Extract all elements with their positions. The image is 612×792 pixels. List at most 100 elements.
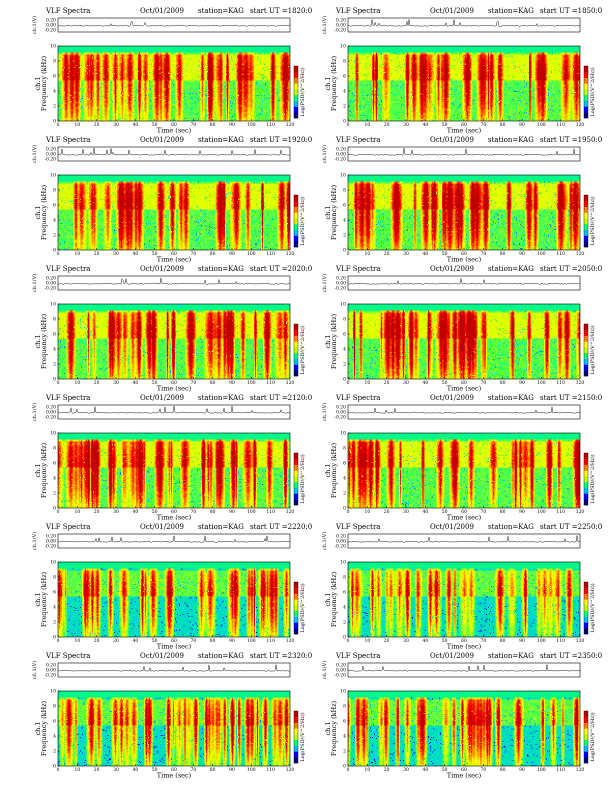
x-tick-label: 40 — [132, 380, 138, 386]
y-tick-label: 8 — [53, 188, 56, 194]
y-tick-label: 6 — [53, 719, 56, 725]
y-tick-label: 6 — [53, 461, 56, 467]
x-tick-label: 40 — [132, 638, 138, 644]
colorbar-swatch — [294, 235, 298, 242]
y-axis-label: Frequency (kHz) — [40, 313, 48, 369]
colorbar-swatch — [584, 94, 588, 101]
y-tick-label: 8 — [53, 446, 56, 452]
panel-title: VLF Spectra — [335, 394, 380, 402]
colorbar-swatch — [584, 206, 588, 213]
waveform-tick-label: 0.00 — [46, 539, 56, 545]
panel-axes: VLF Spectra Oct/01/2009 station=KAG start U… — [321, 136, 602, 264]
panel-station: station=KAG — [488, 265, 534, 273]
colorbar-swatch — [584, 66, 588, 73]
x-tick-label: 100 — [537, 122, 546, 128]
panel-axes: VLF Spectra Oct/01/2009 station=KAG start U… — [321, 394, 602, 522]
panel-station: station=KAG — [488, 652, 534, 660]
x-tick-label: 20 — [94, 122, 100, 128]
y-axis-label: Frequency (kHz) — [330, 442, 338, 498]
x-tick-label: 60 — [461, 251, 467, 257]
waveform-frame — [57, 533, 291, 549]
colorbar-label: Log(PSD/(V^2/Hz)) — [299, 325, 306, 375]
x-tick-label: 20 — [384, 380, 390, 386]
colorbar-swatch — [584, 734, 588, 741]
y-tick-label: 8 — [343, 446, 346, 452]
panel-title: VLF Spectra — [45, 523, 90, 531]
colorbar-swatch — [294, 470, 298, 477]
y-tick-label: 4 — [53, 605, 56, 611]
colorbar-swatch — [294, 106, 298, 113]
x-tick-label: 80 — [210, 509, 216, 515]
channel-label: ch.1 — [34, 721, 42, 735]
colorbar-swatch — [584, 458, 588, 465]
waveform-ylabel: ch.1(V) — [321, 403, 328, 421]
waveform-tick-label: 0.20 — [336, 147, 346, 153]
waveform-tick-label: 0.20 — [46, 18, 56, 24]
colorbar-swatch — [584, 89, 588, 96]
colorbar-frame — [293, 581, 299, 635]
colorbar-swatch — [584, 112, 588, 119]
panel-title: VLF Spectra — [45, 652, 90, 660]
x-tick-label: 110 — [266, 638, 275, 644]
y-tick-label: 0 — [343, 764, 346, 770]
y-tick-label: 6 — [343, 590, 346, 596]
colorbar-swatch — [584, 106, 588, 113]
y-tick-label: 6 — [53, 74, 56, 80]
colorbar-swatch — [584, 241, 588, 248]
colorbar-swatch — [584, 745, 588, 752]
colorbar-frame — [583, 65, 589, 119]
waveform-tick-label: 0.00 — [46, 23, 56, 29]
colorbar-swatch — [294, 66, 298, 73]
waveform-trace — [348, 147, 581, 156]
spectrogram-image — [348, 691, 580, 766]
panel-axes: VLF Spectra Oct/01/2009 station=KAG start U… — [321, 652, 602, 780]
y-tick-label: 10 — [50, 302, 56, 308]
panel-start-time: start UT =2120:0 — [250, 394, 312, 402]
x-tick-label: 70 — [480, 122, 486, 128]
spectra-panel: VLF Spectra Oct/01/2009 station=KAG start U… — [310, 6, 602, 135]
x-tick-label: 40 — [132, 251, 138, 257]
waveform-tick-label: -0.20 — [44, 415, 56, 421]
x-tick-label: 90 — [519, 509, 525, 515]
y-tick-label: 2 — [53, 491, 56, 497]
colorbar-swatch — [294, 616, 298, 623]
waveform-ylabel: ch.1(V) — [31, 274, 38, 292]
colorbar-swatch — [584, 71, 588, 78]
waveform-frame — [347, 533, 581, 549]
spectra-panel: VLF Spectra Oct/01/2009 station=KAG start U… — [20, 651, 312, 780]
x-tick-label: 30 — [113, 380, 119, 386]
panel-station: station=KAG — [488, 7, 534, 15]
colorbar-swatch — [584, 487, 588, 494]
panel-title: VLF Spectra — [45, 265, 90, 273]
x-tick-label: 70 — [190, 638, 196, 644]
waveform-tick-label: -0.20 — [334, 673, 346, 679]
spectra-panel: VLF Spectra Oct/01/2009 station=KAG start U… — [310, 135, 602, 264]
panel-station: station=KAG — [198, 394, 244, 402]
y-axis-label: Frequency (kHz) — [330, 55, 338, 111]
x-axis-label: Time (sec) — [157, 643, 192, 651]
y-tick-label: 6 — [343, 203, 346, 209]
y-tick-label: 0 — [53, 377, 56, 383]
panel-start-time: start UT =2150:0 — [540, 394, 602, 402]
x-tick-label: 20 — [94, 638, 100, 644]
x-tick-label: 50 — [442, 767, 448, 773]
x-tick-label: 80 — [210, 638, 216, 644]
panel-axes: VLF Spectra Oct/01/2009 station=KAG start U… — [321, 7, 602, 135]
x-tick-label: 50 — [442, 638, 448, 644]
panel-date: Oct/01/2009 — [140, 136, 184, 144]
x-tick-label: 120 — [576, 767, 585, 773]
colorbar-swatch — [294, 335, 298, 342]
colorbar-swatch — [294, 599, 298, 606]
colorbar-swatch — [584, 100, 588, 107]
waveform-trace — [347, 406, 581, 414]
x-tick-label: 110 — [556, 767, 565, 773]
x-tick-label: 10 — [364, 509, 370, 515]
colorbar-swatch — [294, 195, 298, 202]
colorbar-label: Log(PSD/(V^2/Hz)) — [589, 67, 596, 117]
x-tick-label: 70 — [190, 251, 196, 257]
colorbar-frame — [293, 194, 299, 248]
x-tick-label: 110 — [266, 122, 275, 128]
panel-start-time: start UT =2020:0 — [250, 265, 312, 273]
x-tick-label: 70 — [480, 767, 486, 773]
spectrogram-frame — [57, 174, 291, 251]
